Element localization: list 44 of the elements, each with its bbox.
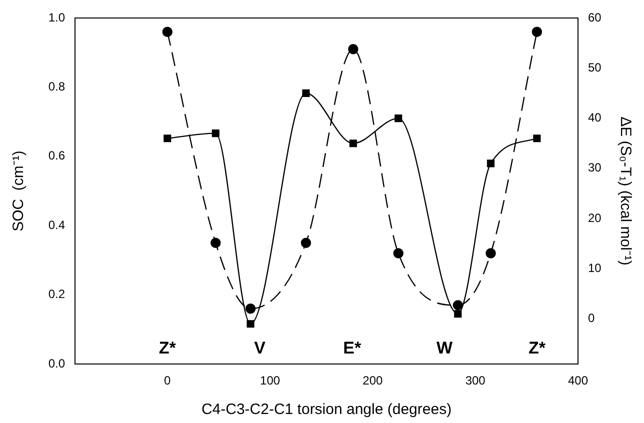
- point: [349, 140, 357, 148]
- point: [532, 26, 542, 37]
- point: [164, 134, 172, 142]
- y2-tick-label: 60: [588, 10, 602, 24]
- y2-tick-label: 0: [588, 311, 595, 326]
- point: [302, 89, 310, 97]
- point: [533, 134, 541, 142]
- y2-tick-label: 50: [588, 60, 602, 74]
- point: [210, 238, 221, 248]
- annotation: W: [436, 338, 454, 358]
- y2-tick-label: 20: [588, 210, 602, 225]
- point: [212, 130, 220, 138]
- annotation: E*: [343, 338, 362, 358]
- x-axis-title: C4-C3-C2-C1 torsion angle (degrees): [201, 401, 452, 418]
- point: [300, 238, 312, 248]
- y-tick-label: 0.2: [48, 287, 66, 302]
- point: [452, 300, 463, 310]
- annotation: V: [254, 338, 266, 358]
- y-axis-title: SOC (cm⁻¹): [10, 150, 28, 232]
- x-tick-label: 300: [465, 374, 486, 388]
- point: [394, 114, 402, 122]
- point: [162, 26, 172, 37]
- y-tick-label: 0.0: [48, 356, 66, 370]
- point: [486, 160, 495, 168]
- point: [454, 310, 462, 318]
- x-tick-label: 0: [164, 374, 172, 388]
- y-tick-label: 0.4: [48, 218, 66, 232]
- x-tick-label: 400: [568, 374, 588, 388]
- annotation: Z*: [528, 338, 546, 358]
- point: [486, 248, 496, 258]
- y2-tick-label: 30: [588, 160, 602, 175]
- point: [393, 248, 404, 258]
- y-tick-label: 1.0: [48, 10, 66, 24]
- y2-tick-label: 40: [588, 110, 602, 125]
- x-tick-label: 100: [260, 374, 280, 388]
- point: [246, 320, 254, 328]
- y-tick-label: 0.8: [48, 80, 66, 94]
- annotation: Z*: [158, 338, 176, 358]
- x-tick-label: 200: [362, 374, 384, 388]
- y-tick-label: 0.6: [48, 148, 66, 163]
- y2-tick-label: 10: [588, 261, 602, 276]
- point: [348, 44, 358, 54]
- y2-axis-title: ΔE (S₀-T₁) (kcal mol⁻¹): [616, 116, 634, 266]
- point: [245, 304, 256, 314]
